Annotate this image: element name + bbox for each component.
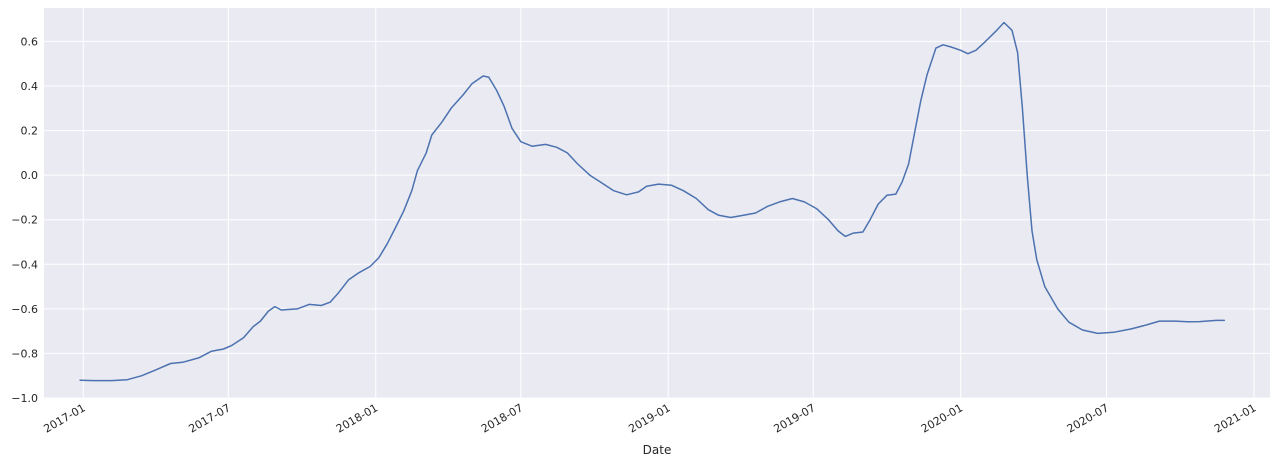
x-tick-label: 2018-01 bbox=[334, 401, 380, 435]
y-tick-label: 0.6 bbox=[21, 35, 39, 48]
x-tick-label: 2017-07 bbox=[186, 401, 232, 435]
series-line bbox=[79, 21, 1226, 382]
x-tick-label: 2020-01 bbox=[919, 401, 965, 435]
x-axis-ticks: 2017-01 2017-07 2018-01 2018-07 2019-01 2019-… bbox=[41, 401, 1258, 435]
y-tick-label: −0.2 bbox=[11, 214, 38, 227]
x-tick-label: 2019-07 bbox=[771, 401, 817, 435]
x-tick-label: 2017-01 bbox=[41, 401, 87, 435]
y-axis-ticks: −1.0 −0.8 −0.6 −0.4 −0.2 0.0 0.2 0.4 0.6 bbox=[11, 35, 38, 405]
y-tick-label: −0.4 bbox=[11, 258, 38, 271]
y-tick-label: −0.6 bbox=[11, 303, 38, 316]
grid-lines bbox=[44, 8, 1270, 399]
x-tick-label: 2018-07 bbox=[479, 401, 525, 435]
x-tick-label: 2020-07 bbox=[1065, 401, 1111, 435]
y-tick-label: 0.0 bbox=[21, 169, 39, 182]
x-tick-label: 2019-01 bbox=[626, 401, 672, 435]
y-tick-label: 0.2 bbox=[21, 125, 39, 138]
series-layer bbox=[79, 21, 1226, 382]
y-tick-label: 0.4 bbox=[21, 80, 39, 93]
x-tick-label: 2021-01 bbox=[1212, 401, 1258, 435]
y-tick-label: −0.8 bbox=[11, 347, 38, 360]
y-tick-label: −1.0 bbox=[11, 392, 38, 405]
x-axis-label: Date bbox=[643, 443, 672, 457]
